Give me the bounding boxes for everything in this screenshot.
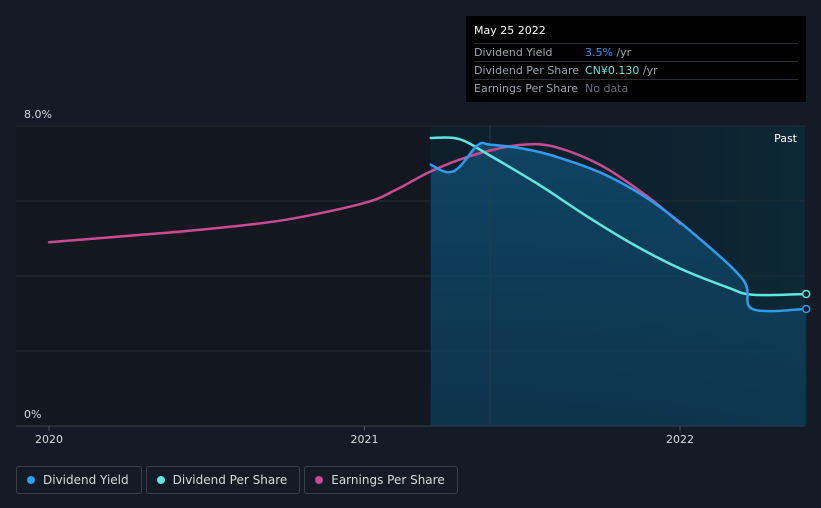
legend-dividend-per-share[interactable]: Dividend Per Share (145, 466, 301, 494)
x-tick-label: 2020 (35, 433, 63, 446)
tooltip-row-dividend-yield: Dividend Yield 3.5% /yr (474, 43, 798, 61)
earnings-per-share-line (47, 142, 682, 244)
tooltip-value: 3.5% /yr (585, 46, 632, 59)
dividend-yield-area (430, 142, 807, 427)
legend: Dividend Yield Dividend Per Share Earnin… (16, 466, 458, 494)
end-markers (801, 289, 811, 314)
y-tick-top: 8.0% (24, 108, 52, 121)
legend-label: Earnings Per Share (331, 473, 445, 487)
tooltip-label: Earnings Per Share (474, 82, 579, 95)
x-axis: 2020 2021 2022 (35, 426, 694, 446)
legend-earnings-per-share[interactable]: Earnings Per Share (304, 466, 458, 494)
series-lines (47, 136, 808, 313)
legend-label: Dividend Yield (43, 473, 129, 487)
legend-dot-icon (315, 476, 324, 484)
legend-dot-icon (156, 476, 165, 484)
past-label: Past (774, 132, 798, 145)
legend-label: Dividend Per Share (172, 473, 288, 487)
x-tick-label: 2022 (666, 433, 694, 446)
tooltip-row-dividend-per-share: Dividend Per Share CN¥0.130 /yr (474, 61, 798, 79)
legend-dividend-yield[interactable]: Dividend Yield (16, 466, 142, 494)
dividend-per-share-line (429, 136, 808, 297)
tooltip-label: Dividend Per Share (474, 64, 580, 77)
dividend-per-share-end-marker (801, 289, 811, 299)
tooltip-row-earnings-per-share: Earnings Per Share No data (474, 79, 798, 97)
y-tick-bottom: 0% (24, 408, 41, 421)
tooltip-value: No data (585, 82, 629, 95)
tooltip-label: Dividend Yield (474, 46, 553, 59)
tooltip-value: CN¥0.130 /yr (585, 64, 658, 77)
x-tick-label: 2021 (351, 433, 379, 446)
dividend-yield-end-marker (801, 304, 811, 314)
dividend-yield-line (429, 141, 808, 313)
tooltip: May 25 2022 Dividend Yield 3.5% /yr Divi… (466, 16, 806, 102)
tooltip-date: May 25 2022 (474, 24, 546, 37)
legend-dot-icon (27, 476, 35, 484)
